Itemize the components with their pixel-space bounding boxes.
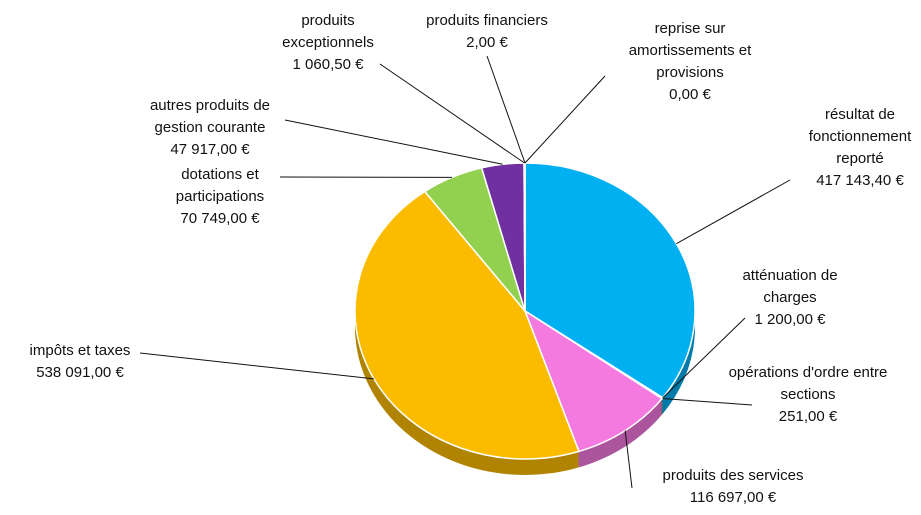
slice-label: atténuation de charges 1 200,00 € xyxy=(720,265,860,331)
slice-label: résultat de fonctionnement reporté 417 14… xyxy=(785,104,921,192)
slice-label: produits financiers 2,00 € xyxy=(387,10,587,54)
category-name: produits des services xyxy=(662,467,804,484)
leader-line xyxy=(524,75,606,164)
value-label: 2,00 € xyxy=(466,34,508,51)
leader-line xyxy=(379,63,525,164)
value-label: 70 749,00 € xyxy=(180,210,260,227)
slice xyxy=(524,162,696,399)
leader-line xyxy=(139,352,374,380)
leader-line xyxy=(284,119,503,165)
value-label: 116 697,00 € xyxy=(689,489,777,506)
slice-label: dotations et participations 70 749,00 € xyxy=(150,164,290,230)
value-label: 1 200,00 € xyxy=(754,311,826,328)
leader-line xyxy=(662,317,746,399)
slice-label: impôts et taxes 538 091,00 € xyxy=(0,340,160,384)
leader-line xyxy=(486,55,526,164)
slice xyxy=(354,190,580,460)
category-name: autres produits de gestion courante xyxy=(149,97,271,136)
value-label: 1 060,50 € xyxy=(292,56,364,73)
category-name: impôts et taxes xyxy=(29,342,131,359)
value-label: 417 143,40 € xyxy=(816,172,904,189)
slice-label: produits des services 116 697,00 € xyxy=(623,465,843,509)
category-name: produits exceptionnels xyxy=(282,12,374,51)
slice-label: reprise sur amortissements et provisions… xyxy=(620,18,760,106)
leader-line xyxy=(662,398,753,406)
category-name: dotations et participations xyxy=(175,166,265,205)
value-label: 0,00 € xyxy=(669,86,711,103)
category-name: reprise sur amortissements et provisions xyxy=(628,20,752,81)
category-name: résultat de fonctionnement reporté xyxy=(808,106,912,167)
slice-label: produits exceptionnels 1 060,50 € xyxy=(263,10,393,76)
value-label: 251,00 € xyxy=(778,408,838,425)
leader-line xyxy=(676,179,791,245)
slice-label: autres produits de gestion courante 47 91… xyxy=(125,95,295,161)
value-label: 538 091,00 € xyxy=(36,364,124,381)
value-label: 47 917,00 € xyxy=(170,141,250,158)
category-name: produits financiers xyxy=(426,12,548,29)
category-name: opérations d'ordre entre sections xyxy=(728,364,888,403)
leader-line xyxy=(624,430,633,489)
slice-label: opérations d'ordre entre sections 251,00 … xyxy=(723,362,893,428)
category-name: atténuation de charges xyxy=(742,267,838,306)
